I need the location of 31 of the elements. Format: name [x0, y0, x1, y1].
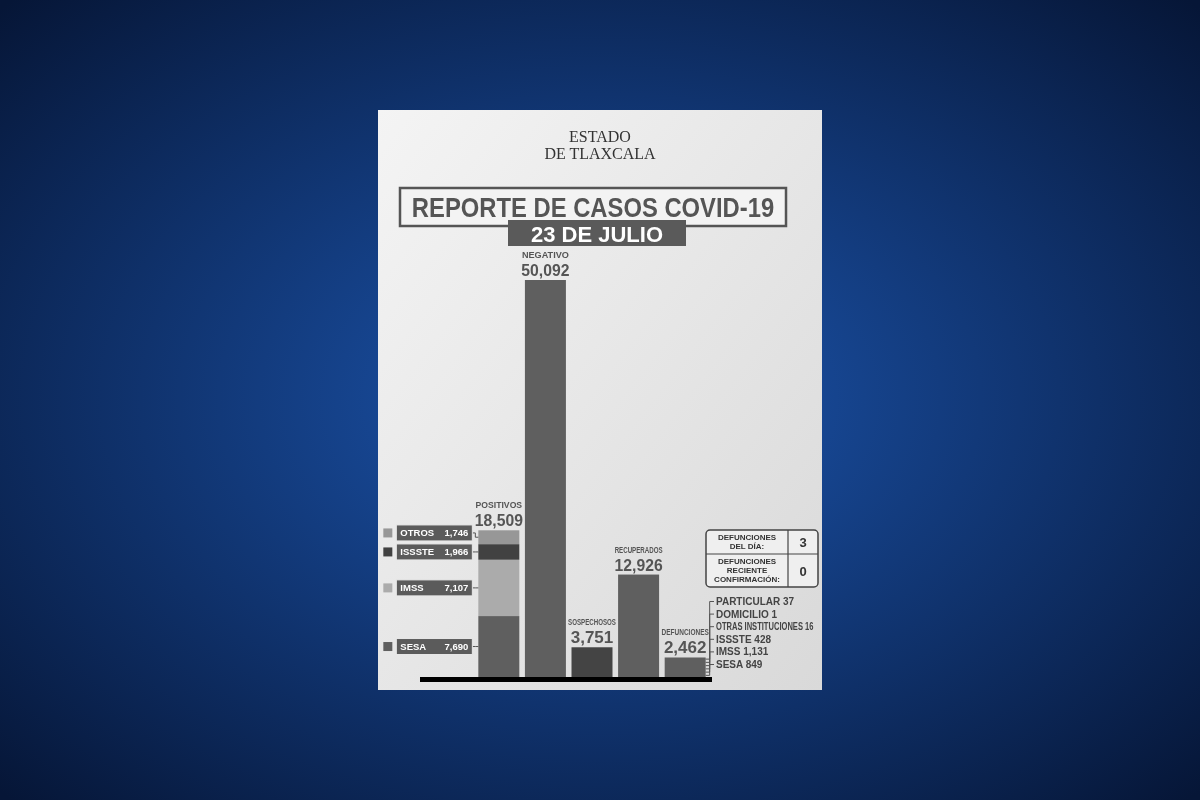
data-label: 50,092: [521, 260, 570, 280]
text: ISSSTE 428: [716, 633, 772, 645]
x-tick-label: POSITIVOS: [475, 499, 523, 511]
x-tick-label: DEFUNCIONES: [661, 627, 710, 638]
legend-label: OTROS: [400, 527, 435, 539]
text: 3: [799, 535, 807, 550]
text: DEFUNCIONES RECIENTE CONFIRMACIÓN:: [714, 557, 780, 584]
chart-subtitle: 23 DE JULIO: [530, 222, 664, 247]
total-label: 18,509: [474, 510, 523, 530]
x-tick-label: RECUPERADOS: [614, 544, 664, 555]
x-tick-label: SOSPECHOSOS: [568, 616, 617, 628]
legend-label: SESA: [400, 641, 427, 653]
legend-label: IMSS: [400, 582, 424, 594]
data-label: 12,926: [614, 554, 663, 574]
text: PARTICULAR 37: [716, 596, 795, 607]
text: SESA 849: [716, 659, 763, 670]
data-label: 1,966: [444, 546, 469, 558]
data-label: 7,690: [444, 641, 469, 653]
text: ESTADO DE TLAXCALA: [544, 128, 657, 162]
data-label: 7,107: [444, 582, 469, 594]
data-label: 1,746: [444, 527, 469, 539]
chart-title: REPORTE DE CASOS COVID-19: [411, 192, 775, 223]
legend-label: ISSSTE: [400, 546, 435, 558]
text: 0: [799, 563, 807, 579]
text: DOMICILIO 1: [716, 608, 778, 620]
data-label: 3,751: [570, 628, 614, 648]
text: DEFUNCIONES DEL DÍA:: [717, 533, 777, 551]
x-tick-label: NEGATIVO: [521, 249, 569, 261]
text: IMSS 1,131: [716, 646, 769, 658]
data-label: 2,462: [663, 638, 707, 658]
text: OTRAS INSTITUCIONES 16: [716, 621, 814, 633]
